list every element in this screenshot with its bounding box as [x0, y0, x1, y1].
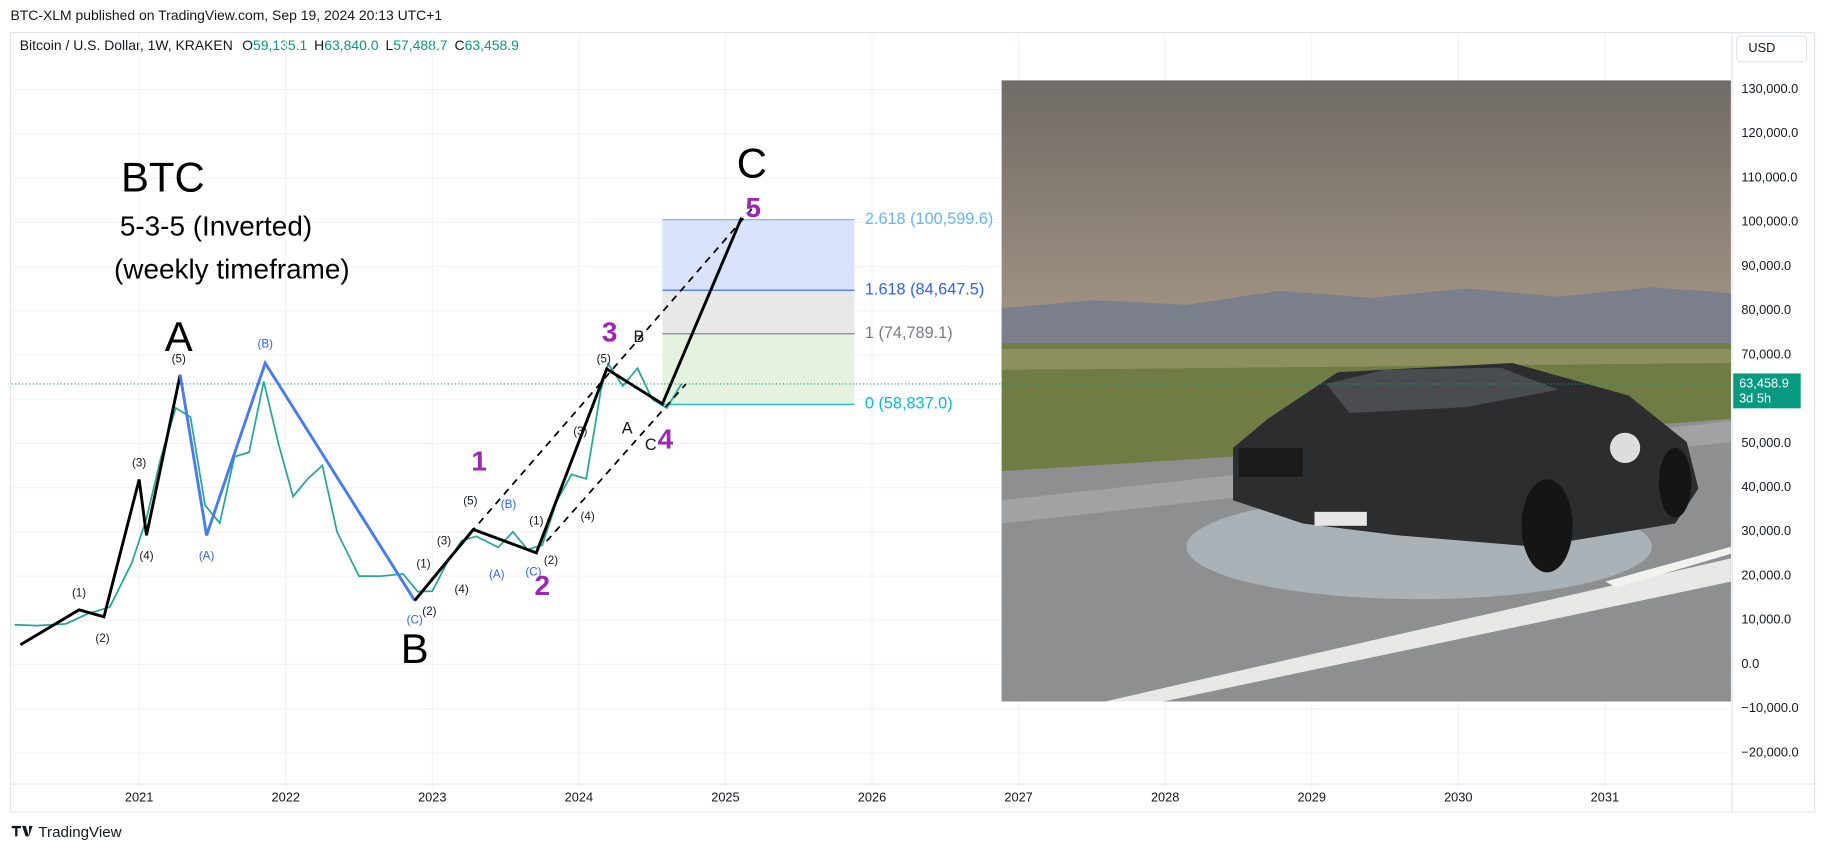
y-tick-label: 10,000.0 — [1741, 612, 1791, 627]
y-tick-label: 40,000.0 — [1741, 479, 1791, 494]
wave-label: (3) — [573, 425, 587, 438]
fib-label: 2.618 (100,599.6) — [865, 210, 993, 228]
fib-label: 1.618 (84,647.5) — [865, 280, 984, 298]
last-price-box — [1733, 373, 1801, 409]
x-tick-label: 2022 — [272, 789, 300, 804]
wave-label: C — [645, 436, 657, 454]
wave-label: (B) — [257, 338, 273, 351]
wave-line — [19, 374, 182, 647]
y-tick-label: 20,000.0 — [1741, 567, 1791, 582]
y-tick-label: 50,000.0 — [1741, 435, 1791, 450]
wave-label: (4) — [581, 510, 595, 523]
wave-label: (2) — [544, 554, 558, 567]
y-tick-label: 90,000.0 — [1741, 258, 1791, 273]
fib-retracement: 0 (58,837.0) 1 (74,789.1) 1.618 (84,647.5)… — [662, 210, 993, 413]
wave-label: (4) — [455, 583, 469, 596]
y-tick-label: 70,000.0 — [1741, 346, 1791, 361]
wave-label: A — [622, 420, 633, 438]
y-tick-label: −20,000.0 — [1741, 744, 1798, 759]
fib-zone — [662, 290, 855, 334]
wave-label: (5) — [597, 353, 611, 366]
wave-label: 1 — [471, 446, 487, 477]
logo — [11, 825, 33, 837]
x-tick-label: 2030 — [1444, 789, 1472, 804]
y-tick-label: 0.0 — [1741, 656, 1759, 671]
brand: TradingView — [38, 824, 121, 841]
wave-label: (1) — [416, 558, 430, 571]
wave-label: (3) — [437, 534, 451, 547]
photo — [1001, 80, 1731, 702]
x-tick-label: 2026 — [858, 789, 886, 804]
wave-label: 5 — [746, 192, 762, 223]
wave-label: (B) — [501, 498, 517, 511]
x-tick-label: 2029 — [1298, 789, 1326, 804]
wave-line — [545, 383, 687, 542]
wave-label: (1) — [529, 514, 543, 527]
wave-label: (C) — [407, 613, 423, 626]
currency-button[interactable] — [1736, 35, 1808, 63]
ohlc-value: 57,488.7 — [393, 37, 448, 53]
wave-label: (4) — [139, 549, 153, 562]
y-tick-label: −10,000.0 — [1741, 700, 1798, 715]
y-tick-label: 110,000.0 — [1741, 169, 1797, 184]
wave-label: (1) — [72, 587, 86, 600]
ohlc-value: 63,458.9 — [465, 37, 520, 53]
ohlc-value: 59,135.1 — [253, 37, 308, 53]
chart-title: BTC — [121, 153, 205, 200]
wave-label: (5) — [172, 353, 186, 366]
wave-line — [469, 206, 754, 534]
symbol: Bitcoin / U.S. Dollar, 1W, KRAKEN — [20, 37, 233, 53]
fib-zone — [662, 333, 855, 405]
y-tick-label: 30,000.0 — [1741, 523, 1791, 538]
wave-label: (A) — [199, 549, 215, 562]
ohlc-value: 63,840.0 — [324, 37, 379, 53]
wave-label: A — [165, 313, 193, 360]
wave-label: B — [634, 328, 645, 346]
wave-label: (2) — [422, 605, 436, 618]
y-tick-label: 130,000.0 — [1741, 81, 1798, 96]
x-tick-label: 2028 — [1151, 789, 1179, 804]
wave-label: C — [737, 140, 767, 187]
wave-label: 4 — [658, 423, 674, 454]
ohlc-key: C — [455, 37, 465, 53]
x-tick-label: 2031 — [1591, 789, 1619, 804]
fib-zone — [662, 219, 855, 291]
ohlc-key: L — [386, 37, 394, 53]
chart-subtitle: 5-3-5 (Inverted) — [120, 210, 312, 241]
fib-label: 1 (74,789.1) — [865, 324, 953, 342]
chart-subtitle: (weekly timeframe) — [114, 253, 350, 284]
wave-label: 3 — [602, 316, 618, 347]
wave-label: (C) — [525, 566, 541, 579]
y-tick-label: 80,000.0 — [1741, 302, 1791, 317]
x-tick-label: 2027 — [1004, 789, 1032, 804]
plot-area: 0 (58,837.0) 1 (74,789.1) 1.618 (84,647.5)… — [11, 140, 1801, 672]
wave-label: 2 — [534, 570, 550, 601]
wave-line — [178, 359, 416, 602]
ohlc-legend: Bitcoin / U.S. Dollar, 1W, KRAKEN O 59,13… — [20, 37, 519, 53]
y-tick-label: 120,000.0 — [1741, 125, 1798, 140]
wave-label: (3) — [132, 456, 146, 469]
wave-label: (2) — [95, 632, 109, 645]
countdown: 3d 5h — [1739, 390, 1771, 405]
wave-label: (A) — [489, 568, 505, 581]
ohlc-key: H — [314, 37, 324, 53]
published-note: BTC-XLM published on TradingView.com, Se… — [10, 7, 442, 23]
x-tick-label: 2021 — [125, 789, 153, 804]
currency: USD — [1748, 40, 1775, 55]
y-tick-label: 100,000.0 — [1741, 214, 1798, 229]
x-tick-label: 2023 — [418, 789, 446, 804]
x-tick-label: 2024 — [565, 789, 593, 804]
wave-line — [413, 217, 743, 602]
price-line — [14, 361, 683, 627]
wave-label: B — [401, 625, 429, 672]
pane-border — [9, 32, 1816, 813]
last-price-label: 63,458.9 — [1739, 375, 1789, 390]
ohlc-key: O — [242, 37, 253, 53]
x-tick-label: 2025 — [711, 789, 739, 804]
fib-label: 0 (58,837.0) — [865, 395, 953, 413]
wave-label: (5) — [463, 495, 477, 508]
